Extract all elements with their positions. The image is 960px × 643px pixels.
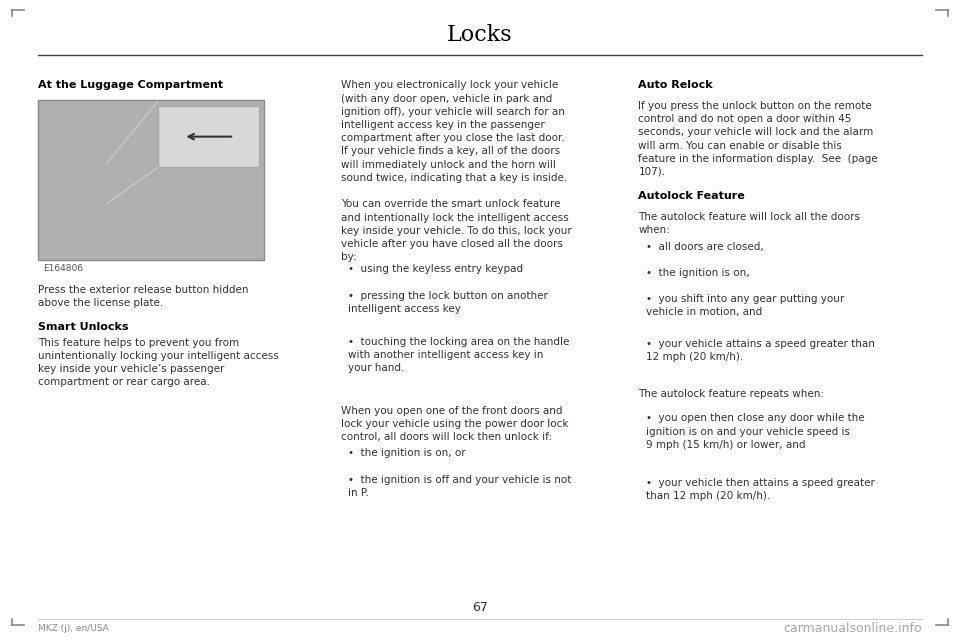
Bar: [158, 106, 259, 167]
Text: 67: 67: [472, 601, 488, 614]
Text: •  you open then close any door while the
ignition is on and your vehicle speed : • you open then close any door while the…: [646, 413, 865, 450]
Text: Press the exterior release button hidden
above the license plate.: Press the exterior release button hidden…: [38, 285, 249, 308]
Text: MKZ (j), en/USA: MKZ (j), en/USA: [38, 624, 109, 633]
Text: Autolock Feature: Autolock Feature: [638, 191, 745, 201]
Text: •  all doors are closed,: • all doors are closed,: [646, 242, 764, 253]
Text: •  pressing the lock button on another
intelligent access key: • pressing the lock button on another in…: [348, 291, 548, 314]
Text: The autolock feature will lock all the doors
when:: The autolock feature will lock all the d…: [638, 212, 860, 235]
Bar: [38, 100, 264, 260]
Text: •  the ignition is on,: • the ignition is on,: [646, 268, 750, 278]
Text: •  your vehicle then attains a speed greater
than 12 mph (20 km/h).: • your vehicle then attains a speed grea…: [646, 478, 875, 501]
Text: When you open one of the front doors and
lock your vehicle using the power door : When you open one of the front doors and…: [341, 406, 568, 442]
Text: •  your vehicle attains a speed greater than
12 mph (20 km/h).: • your vehicle attains a speed greater t…: [646, 339, 875, 362]
Text: Smart Unlocks: Smart Unlocks: [38, 322, 129, 332]
Text: At the Luggage Compartment: At the Luggage Compartment: [341, 80, 362, 82]
Text: At the Luggage Compartment: At the Luggage Compartment: [38, 80, 224, 91]
Text: •  you shift into any gear putting your
vehicle in motion, and: • you shift into any gear putting your v…: [646, 294, 845, 317]
Text: If you press the unlock button on the remote
control and do not open a door with: If you press the unlock button on the re…: [638, 101, 878, 177]
Text: •  the ignition is off and your vehicle is not
in P.: • the ignition is off and your vehicle i…: [348, 475, 572, 498]
Text: E164806: E164806: [43, 264, 84, 273]
Text: When you electronically lock your vehicle
(with any door open, vehicle in park a: When you electronically lock your vehicl…: [341, 80, 567, 183]
Text: Auto Relock: Auto Relock: [638, 80, 713, 91]
Text: carmanualsonline.info: carmanualsonline.info: [783, 622, 922, 635]
Text: This feature helps to prevent you from
unintentionally locking your intelligent : This feature helps to prevent you from u…: [38, 338, 279, 387]
Text: You can override the smart unlock feature
and intentionally lock the intelligent: You can override the smart unlock featur…: [341, 199, 571, 262]
Text: •  using the keyless entry keypad: • using the keyless entry keypad: [348, 264, 523, 274]
Text: The autolock feature repeats when:: The autolock feature repeats when:: [638, 389, 825, 399]
Text: •  touching the locking area on the handle
with another intelligent access key i: • touching the locking area on the handl…: [348, 337, 570, 374]
Text: •  the ignition is on, or: • the ignition is on, or: [348, 448, 467, 458]
Text: Locks: Locks: [447, 24, 513, 46]
